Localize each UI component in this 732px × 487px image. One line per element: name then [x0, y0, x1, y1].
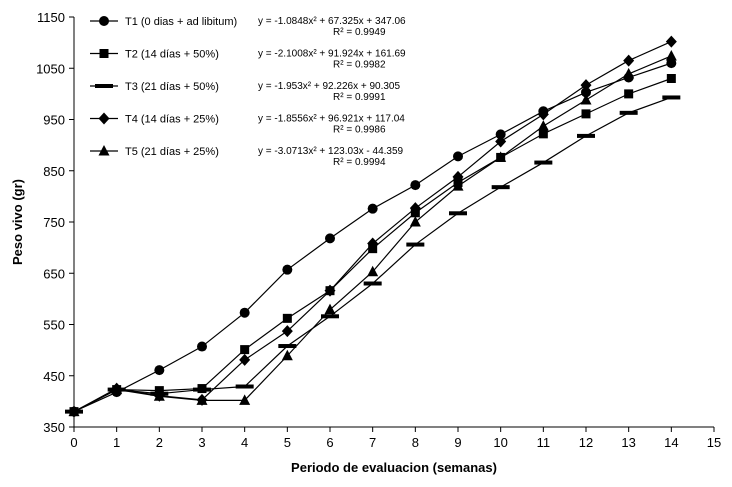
x-tick-label: 12 — [579, 435, 593, 450]
legend-entry-1: T1 (0 dias + ad libitum) y = -1.0848x² + … — [90, 16, 406, 38]
data-point-dash — [662, 95, 680, 99]
data-point-square — [283, 314, 292, 323]
legend-label: T3 (21 días + 50%) — [125, 81, 219, 93]
data-point-circle — [368, 204, 378, 214]
x-tick-label: 6 — [326, 435, 333, 450]
data-point-dash — [449, 211, 467, 215]
data-point-triangle — [581, 94, 592, 105]
x-tick-label: 1 — [113, 435, 120, 450]
y-tick-label: 450 — [43, 369, 65, 384]
x-axis-ticks: 0 1 2 3 4 5 6 7 8 9 10 11 12 13 14 15 — [70, 427, 721, 450]
data-point-circle — [197, 342, 207, 352]
data-point-circle — [154, 365, 164, 375]
y-tick-label: 750 — [43, 215, 65, 230]
x-axis-title: Periodo de evaluacion (semanas) — [291, 460, 497, 475]
trendline-r-squared: R² = 0.9986 — [333, 125, 386, 136]
data-point-circle — [453, 151, 463, 161]
data-point-dash — [406, 243, 424, 247]
trendline-equation: y = -1.8556x² + 96.921x + 117.04 — [258, 114, 405, 125]
trendline-r-squared: R² = 0.9991 — [333, 92, 386, 103]
trendline-r-squared: R² = 0.9982 — [333, 60, 386, 71]
y-tick-label: 1050 — [36, 61, 65, 76]
legend-marker-diamond — [99, 113, 110, 125]
data-point-circle — [325, 233, 335, 243]
data-point-dash — [534, 161, 552, 165]
data-point-triangle — [623, 68, 634, 79]
y-tick-label: 550 — [43, 318, 65, 333]
data-point-triangle — [666, 50, 677, 61]
x-tick-label: 10 — [493, 435, 507, 450]
trendline-equation: y = -1.0848x² + 67.325x + 347.06 — [258, 16, 406, 27]
data-point-circle — [240, 308, 250, 318]
data-point-dash — [577, 134, 595, 138]
x-tick-label: 15 — [707, 435, 721, 450]
y-tick-label: 350 — [43, 420, 65, 435]
data-point-triangle — [325, 304, 336, 315]
trendline-r-squared: R² = 0.9994 — [333, 157, 386, 168]
legend-marker-circle — [99, 16, 109, 26]
legend-entry-2: T2 (14 días + 50%) y = -2.1008x² + 91.924… — [90, 49, 406, 71]
data-point-dash — [492, 185, 510, 189]
data-point-square — [240, 345, 249, 354]
y-axis-ticks: 350 450 550 650 750 850 950 1050 1150 — [36, 10, 74, 435]
series-line — [74, 97, 671, 411]
legend-entry-5: T5 (21 días + 25%) y = -3.0713x² + 123.03… — [90, 145, 404, 168]
data-point-square — [624, 89, 633, 98]
x-tick-label: 4 — [241, 435, 248, 450]
y-axis-title: Peso vivo (gr) — [10, 179, 25, 265]
data-point-diamond — [623, 55, 634, 67]
legend-label: T5 (21 días + 25%) — [125, 146, 219, 158]
trendline-equation: y = -1.953x² + 92.226x + 90.305 — [258, 81, 400, 92]
legend-marker-dash — [95, 84, 113, 88]
series-5 — [69, 50, 677, 416]
y-tick-label: 1150 — [37, 10, 65, 25]
trendline-r-squared: R² = 0.9949 — [333, 27, 386, 38]
data-point-square — [582, 109, 591, 118]
data-point-diamond — [666, 36, 677, 48]
data-point-square — [539, 129, 548, 138]
data-point-dash — [278, 344, 296, 348]
legend-marker-square — [100, 49, 109, 58]
legend-label: T2 (14 días + 50%) — [125, 49, 219, 61]
data-point-square — [667, 74, 676, 83]
y-tick-label: 950 — [43, 113, 65, 128]
x-tick-label: 8 — [412, 435, 419, 450]
legend-label: T4 (14 días + 25%) — [125, 114, 219, 126]
series-line — [74, 56, 671, 412]
x-tick-label: 7 — [369, 435, 376, 450]
x-tick-label: 2 — [156, 435, 163, 450]
trendline-equation: y = -3.0713x² + 123.03x - 44.359 — [258, 146, 404, 157]
legend-marker-triangle — [99, 145, 110, 156]
y-tick-label: 850 — [43, 164, 65, 179]
trendline-equation: y = -2.1008x² + 91.924x + 161.69 — [258, 49, 406, 60]
legend: T1 (0 dias + ad libitum) y = -1.0848x² + … — [90, 16, 406, 168]
x-tick-label: 14 — [664, 435, 678, 450]
legend-entry-4: T4 (14 días + 25%) y = -1.8556x² + 96.921… — [90, 113, 405, 136]
data-point-triangle — [410, 216, 421, 227]
data-point-dash — [620, 111, 638, 115]
x-tick-label: 11 — [537, 435, 551, 450]
x-tick-label: 13 — [621, 435, 635, 450]
x-tick-label: 9 — [454, 435, 461, 450]
data-point-dash — [364, 282, 382, 286]
legend-entry-3: T3 (21 días + 50%) y = -1.953x² + 92.226x… — [90, 81, 400, 103]
x-tick-label: 3 — [198, 435, 205, 450]
data-point-circle — [282, 265, 292, 275]
line-chart: 35045055065075085095010501150 0123456789… — [0, 0, 732, 487]
x-tick-label: 0 — [70, 435, 77, 450]
data-point-dash — [236, 385, 254, 389]
data-point-dash — [193, 388, 211, 392]
data-point-circle — [410, 180, 420, 190]
data-point-triangle — [538, 120, 549, 131]
y-tick-label: 650 — [43, 266, 65, 281]
x-tick-label: 5 — [284, 435, 291, 450]
legend-label: T1 (0 dias + ad libitum) — [125, 16, 237, 28]
